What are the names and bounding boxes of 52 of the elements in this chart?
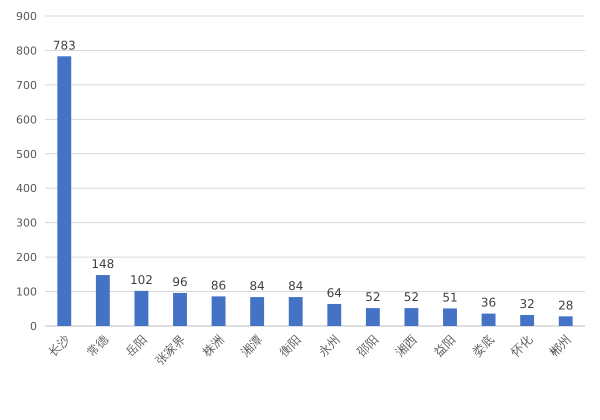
- data-label: 64: [326, 286, 342, 300]
- x-tick-label: 怀化: [508, 332, 536, 360]
- data-label: 86: [210, 278, 226, 292]
- data-label: 148: [91, 257, 114, 272]
- y-tick-label: 700: [16, 78, 37, 92]
- data-label: 52: [404, 290, 420, 304]
- data-label: 51: [442, 290, 458, 304]
- bar: [482, 314, 496, 326]
- x-tick-label: 衡阳: [276, 332, 304, 360]
- y-tick-label: 300: [16, 216, 37, 230]
- data-label: 52: [365, 290, 380, 304]
- bar: [404, 308, 418, 326]
- bar: [96, 275, 110, 326]
- data-label: 32: [520, 296, 535, 311]
- x-tick-label: 邵阳: [354, 332, 381, 360]
- x-tick-label: 益阳: [431, 332, 458, 360]
- bar: [520, 314, 534, 326]
- data-label: 102: [130, 272, 153, 287]
- x-tick-label: 常德: [84, 332, 111, 360]
- x-tick-label: 郴州: [546, 332, 574, 360]
- x-tick-label: 株洲: [199, 332, 227, 360]
- x-tick-label: 湘潭: [238, 332, 266, 360]
- x-tick-label: 岳阳: [122, 332, 150, 360]
- x-tick-label: 张家界: [152, 332, 188, 368]
- bar: [250, 297, 264, 326]
- y-tick-label: 400: [16, 182, 37, 196]
- x-tick-label: 湘西: [392, 332, 420, 360]
- y-tick-label: 800: [16, 44, 37, 58]
- data-label: 783: [52, 38, 76, 52]
- y-tick-label: 900: [16, 10, 37, 23]
- bar: [443, 308, 457, 326]
- x-tick-label: 娄底: [470, 332, 497, 360]
- y-tick-label: 0: [30, 320, 37, 333]
- y-tick-label: 100: [16, 286, 37, 299]
- x-tick-label: 长沙: [46, 332, 72, 360]
- x-tick-label: 永州: [316, 332, 342, 360]
- y-tick-label: 500: [16, 148, 37, 161]
- data-label: 96: [172, 274, 188, 289]
- data-label: 84: [288, 279, 304, 294]
- bar: [558, 316, 573, 326]
- data-label: 36: [480, 296, 496, 310]
- bar: [134, 290, 148, 326]
- bar: [173, 292, 187, 326]
- bar: [57, 56, 72, 326]
- bar: [366, 308, 380, 326]
- bar: [327, 304, 342, 326]
- data-label: 28: [558, 298, 574, 312]
- y-tick-label: 600: [16, 113, 37, 126]
- y-tick-label: 200: [16, 251, 37, 264]
- bar: [288, 297, 303, 326]
- data-label: 84: [250, 279, 265, 294]
- bar: [212, 296, 226, 326]
